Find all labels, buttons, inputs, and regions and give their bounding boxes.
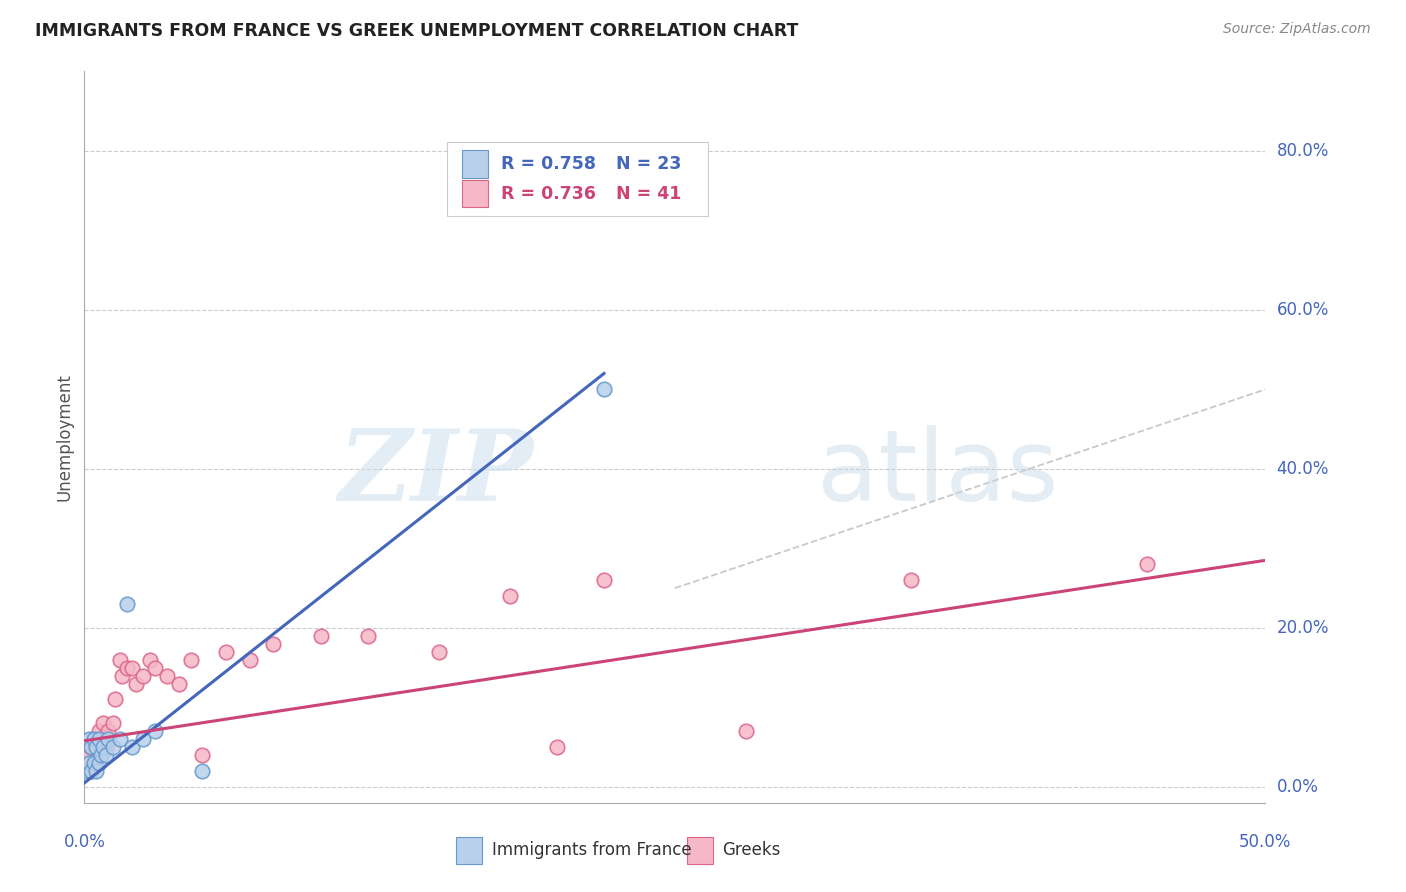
Point (83, 732, 105, 747)
Point (167, 676, 190, 690)
FancyBboxPatch shape (463, 179, 488, 208)
Point (80, 740, 103, 755)
Text: 0.0%: 0.0% (63, 833, 105, 851)
Point (108, 732, 131, 747)
Point (91, 732, 114, 747)
Point (427, 645, 450, 659)
Point (80, 740, 103, 755)
Point (239, 653, 262, 667)
Point (76, 756, 98, 770)
Point (97, 732, 120, 747)
Point (1136, 558, 1159, 572)
Point (215, 645, 238, 659)
Text: IMMIGRANTS FROM FRANCE VS GREEK UNEMPLOYMENT CORRELATION CHART: IMMIGRANTS FROM FRANCE VS GREEK UNEMPLOY… (35, 22, 799, 40)
Text: 0.0%: 0.0% (1277, 778, 1319, 796)
Point (84, 764, 107, 778)
Point (77, 732, 100, 747)
Point (593, 573, 616, 587)
FancyBboxPatch shape (686, 838, 713, 863)
Point (80, 764, 103, 778)
Point (87, 732, 110, 747)
FancyBboxPatch shape (457, 838, 482, 863)
Point (84, 756, 107, 770)
Point (191, 748, 214, 763)
Text: N = 41: N = 41 (616, 185, 681, 202)
Point (108, 653, 131, 667)
Point (132, 668, 155, 682)
Point (101, 740, 124, 755)
Point (77, 756, 100, 770)
Point (87, 748, 110, 763)
Point (125, 676, 148, 690)
Point (309, 629, 332, 643)
Text: Source: ZipAtlas.com: Source: ZipAtlas.com (1223, 22, 1371, 37)
Text: R = 0.736: R = 0.736 (502, 185, 596, 202)
Point (90, 748, 112, 763)
Point (77, 748, 100, 763)
Point (143, 724, 166, 739)
Point (734, 724, 756, 739)
Point (83, 732, 105, 747)
Point (262, 637, 284, 651)
Point (91, 716, 114, 731)
Point (191, 764, 214, 778)
Point (94, 740, 117, 755)
Point (83, 756, 105, 770)
Text: N = 23: N = 23 (616, 155, 681, 173)
Point (498, 589, 520, 603)
Y-axis label: Unemployment: Unemployment (55, 373, 73, 501)
Text: 20.0%: 20.0% (1277, 619, 1329, 637)
Point (94, 748, 117, 763)
Point (90, 748, 112, 763)
Text: ZIP: ZIP (339, 425, 533, 522)
Point (87, 724, 110, 739)
Point (143, 660, 166, 674)
Point (84, 740, 107, 755)
Point (91, 740, 114, 755)
Text: 40.0%: 40.0% (1277, 460, 1329, 478)
Point (156, 668, 179, 682)
Point (121, 740, 143, 755)
Text: Greeks: Greeks (723, 841, 780, 859)
FancyBboxPatch shape (447, 143, 709, 216)
Text: 80.0%: 80.0% (1277, 142, 1329, 160)
Text: 50.0%: 50.0% (1239, 833, 1292, 851)
Point (84, 740, 107, 755)
Point (80, 764, 103, 778)
Point (101, 716, 124, 731)
Point (97, 724, 120, 739)
Point (104, 692, 127, 706)
Point (111, 668, 134, 682)
Point (87, 756, 110, 770)
Point (180, 653, 202, 667)
Text: 60.0%: 60.0% (1277, 301, 1329, 318)
FancyBboxPatch shape (463, 151, 488, 178)
Point (121, 660, 143, 674)
Text: atlas: atlas (817, 425, 1059, 522)
Point (593, 383, 616, 397)
Text: R = 0.758: R = 0.758 (502, 155, 596, 173)
Point (139, 653, 162, 667)
Point (132, 732, 155, 747)
Text: Immigrants from France: Immigrants from France (492, 841, 692, 859)
Point (83, 756, 105, 770)
Point (546, 740, 568, 755)
Point (357, 629, 380, 643)
Point (115, 660, 138, 674)
Point (900, 573, 922, 587)
Point (76, 764, 98, 778)
Point (115, 597, 138, 611)
